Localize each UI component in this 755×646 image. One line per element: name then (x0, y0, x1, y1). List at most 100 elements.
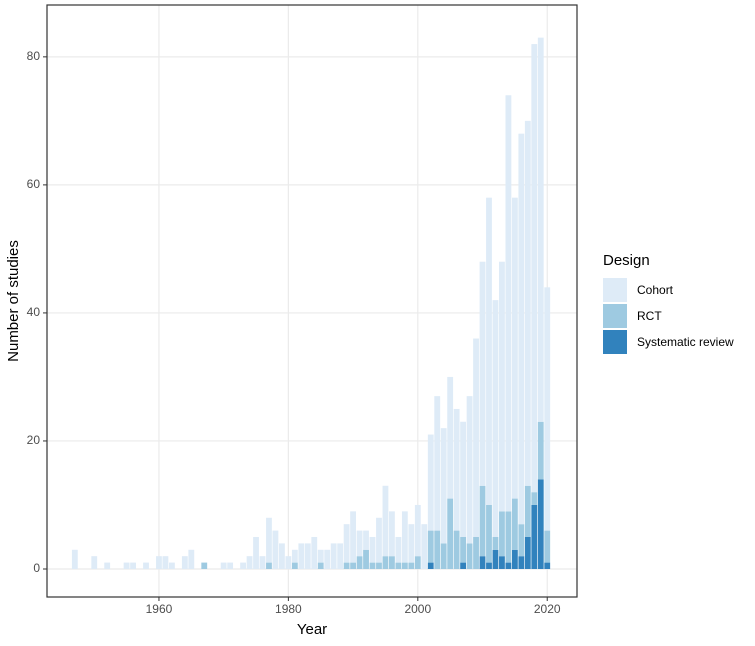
bar-segment (220, 562, 227, 569)
bar-segment (201, 562, 208, 569)
bar-segment (188, 549, 195, 569)
bar-segment (266, 517, 272, 563)
bar-segment (427, 434, 434, 531)
bar-segment (447, 376, 454, 499)
bar-segment (414, 556, 421, 569)
legend-swatch (603, 278, 627, 302)
y-tick-label: 20 (27, 433, 41, 447)
bar-segment (278, 543, 285, 569)
bar-segment (240, 562, 246, 569)
bar-segment (466, 543, 473, 569)
legend-label: Cohort (637, 283, 674, 297)
bar-segment (156, 556, 162, 569)
bar-segment (401, 511, 408, 563)
bar-segment (531, 492, 538, 505)
bar-segment (434, 396, 441, 531)
bar-segment (544, 287, 551, 531)
bar-segment (427, 562, 434, 569)
legend-label: Systematic review (637, 335, 734, 349)
bar-segment (486, 197, 492, 505)
y-tick-label: 40 (27, 305, 41, 319)
bar-segment (304, 543, 311, 569)
bar-segment (414, 504, 421, 557)
x-axis-title: Year (297, 621, 327, 638)
legend-title: Design (603, 252, 650, 269)
bar-segment (104, 562, 111, 569)
bar-segment (460, 536, 467, 563)
bar-segment (168, 562, 175, 569)
bar-segment (453, 408, 460, 531)
bar-segment (505, 511, 512, 563)
bar-segment (505, 95, 512, 512)
bar-segment (499, 556, 505, 569)
bar-segment (291, 549, 298, 563)
bar-segment (291, 562, 298, 569)
bar-segment (324, 549, 331, 569)
legend-swatch (603, 330, 627, 354)
bar-segment (162, 556, 169, 569)
bar-segment (544, 562, 551, 569)
bar-segment (389, 556, 395, 569)
bar-segment (337, 543, 344, 569)
bar-segment (91, 556, 98, 569)
bar-segment (259, 556, 266, 569)
bar-segment (537, 479, 544, 569)
bar-segment (544, 530, 551, 563)
bar-segment (421, 524, 428, 569)
bar-segment (343, 524, 350, 563)
bar-segment (369, 562, 376, 569)
bar-segment (440, 428, 447, 544)
bar-segment (389, 511, 395, 557)
bar-segment (71, 549, 78, 569)
legend-swatch (603, 304, 627, 328)
bar-segment (227, 562, 234, 569)
bar-segment (285, 556, 292, 569)
bar-segment (298, 543, 305, 569)
bar-segment (408, 562, 415, 569)
bar-segment (317, 562, 324, 569)
y-axis-title: Number of studies (5, 240, 22, 362)
bar-segment (473, 536, 479, 569)
bar-segment (401, 562, 408, 569)
bar-segment (440, 543, 447, 569)
bar-segment (492, 536, 499, 550)
bar-segment (253, 536, 259, 569)
bar-segment (499, 261, 505, 512)
bar-segment (395, 562, 402, 569)
bar-segment (123, 562, 130, 569)
bar-segment (246, 556, 253, 569)
bar-segment (350, 562, 357, 569)
bar-segment (343, 562, 350, 569)
bar-segment (492, 300, 499, 537)
bar-segment (181, 556, 188, 569)
bar-segment (356, 530, 363, 557)
bar-segment (453, 530, 460, 569)
bar-segment (524, 120, 531, 486)
bar-segment (531, 44, 538, 493)
x-tick-label: 1960 (146, 602, 173, 616)
y-tick-label: 80 (27, 49, 41, 63)
bar-segment (486, 504, 492, 563)
bar-segment (356, 556, 363, 569)
bar-segment (499, 511, 505, 557)
bar-segment (427, 530, 434, 563)
bar-segment (524, 536, 531, 569)
bar-segment (272, 530, 279, 569)
bar-segment (460, 421, 467, 537)
x-tick-label: 2000 (404, 602, 431, 616)
bar-segment (376, 517, 382, 563)
bar-segment (408, 524, 415, 563)
bar-segment (486, 562, 492, 569)
bar-segment (143, 562, 149, 569)
x-tick-label: 1980 (275, 602, 302, 616)
y-tick-label: 60 (27, 177, 41, 191)
bar-segment (460, 562, 467, 569)
bar-segment (350, 511, 357, 563)
bar-segment (505, 562, 512, 569)
bar-segment (479, 556, 486, 569)
bar-segment (311, 536, 318, 569)
bar-segment (382, 485, 389, 557)
bar-segment (537, 421, 544, 480)
bar-segment (518, 133, 525, 525)
